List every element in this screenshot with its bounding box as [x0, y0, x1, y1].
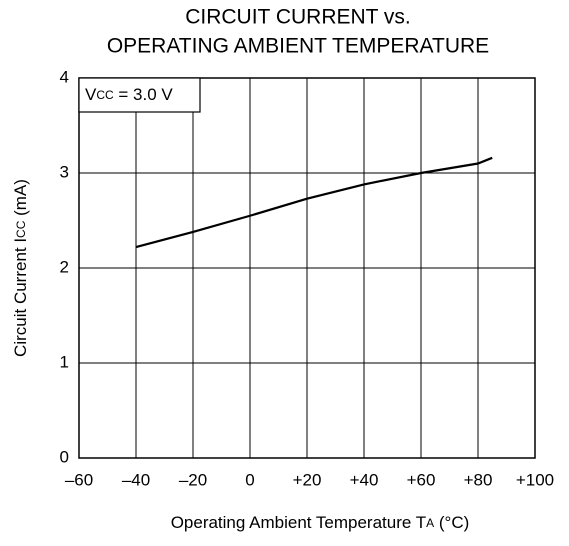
x-tick-label: 0 [245, 470, 254, 489]
x-tick-label: +80 [464, 470, 493, 489]
annotation: VCC = 3.0 V [85, 85, 173, 104]
y-axis-label-part: Circuit Current I [11, 238, 30, 357]
x-axis-label-part: Operating Ambient Temperature T [171, 513, 426, 532]
y-tick-label: 4 [60, 67, 69, 86]
annotation-box [78, 77, 201, 113]
annotation-part: CC [96, 88, 114, 102]
x-tick-label: –60 [65, 470, 93, 489]
annotation-part: = 3.0 V [114, 85, 174, 104]
x-tick-label: –40 [122, 470, 150, 489]
y-tick-label: 2 [60, 257, 69, 276]
x-tick-label: +100 [516, 470, 554, 489]
x-axis-label-part: A [426, 516, 434, 530]
y-tick-label: 0 [60, 447, 69, 466]
y-tick-label: 3 [60, 162, 69, 181]
chart-title: CIRCUIT CURRENT vs. [185, 6, 411, 29]
plot-frame [78, 77, 536, 459]
y-axis-label-part: (mA) [11, 179, 30, 221]
y-axis-label: Circuit Current ICC (mA) [11, 179, 30, 357]
x-tick-label: –20 [179, 470, 207, 489]
annotation-part: V [85, 85, 97, 104]
y-tick-label: 1 [60, 352, 69, 371]
x-axis-label: Operating Ambient Temperature TA (°C) [171, 513, 470, 532]
x-tick-label: +20 [293, 470, 322, 489]
x-tick-label: +60 [407, 470, 436, 489]
chart-title: OPERATING AMBIENT TEMPERATURE [107, 35, 489, 58]
y-axis-label-part: CC [14, 220, 28, 238]
data-line [135, 156, 493, 249]
x-tick-label: +40 [350, 470, 379, 489]
x-axis-label-part: (°C) [434, 513, 469, 532]
